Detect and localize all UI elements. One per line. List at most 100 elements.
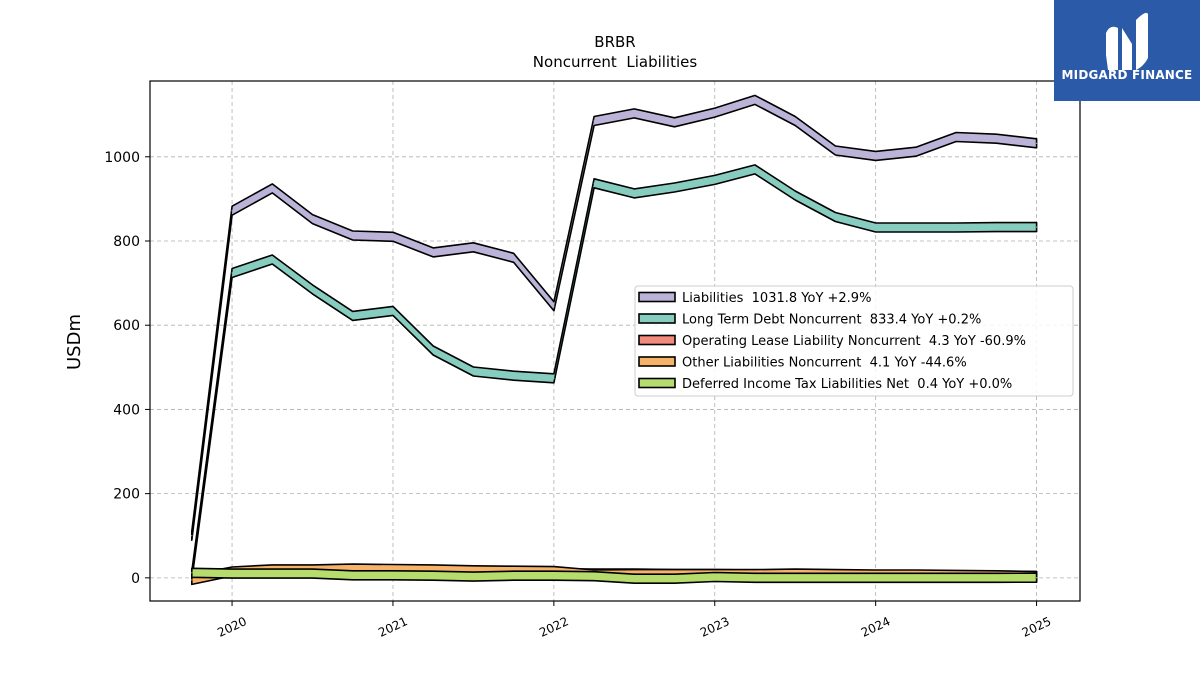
- data-point: [271, 573, 273, 575]
- series-band: [191, 164, 1038, 582]
- data-point: [432, 251, 434, 253]
- data-point: [191, 572, 193, 574]
- data-point: [432, 575, 434, 577]
- y-tick-label: 200: [113, 487, 140, 503]
- data-point: [995, 226, 997, 228]
- y-tick-label: 1000: [104, 150, 140, 166]
- data-point: [673, 578, 676, 580]
- x-tick-label: 2022: [537, 614, 571, 640]
- data-point: [834, 149, 837, 152]
- data-point: [794, 577, 796, 579]
- data-point: [1036, 226, 1038, 228]
- legend-label: Operating Lease Liability Noncurrent 4.3…: [682, 334, 1026, 349]
- data-point: [553, 377, 555, 379]
- legend-label: Other Liabilities Noncurrent 4.1 YoY -44…: [682, 356, 967, 371]
- x-tick-label: 2021: [376, 614, 410, 640]
- plot-frame: [149, 80, 1081, 602]
- data-point: [472, 576, 474, 578]
- legend-box: [634, 285, 1074, 397]
- data-point: [593, 575, 595, 577]
- data-point: [432, 568, 434, 571]
- data-point: [513, 575, 515, 577]
- data-point: [513, 257, 515, 259]
- data-point: [1036, 142, 1038, 144]
- data-point: [754, 168, 756, 170]
- legend-label: Long Term Debt Noncurrent 833.4 YoY +0.2…: [682, 313, 981, 328]
- data-point: [231, 573, 233, 575]
- logo-text: MIDGARD FINANCE: [1061, 68, 1193, 82]
- data-point: [311, 573, 314, 575]
- data-point: [754, 577, 756, 579]
- series-long-term-debt-noncurrent: [191, 164, 1038, 582]
- y-tick-label: 400: [113, 402, 140, 418]
- data-point: [875, 577, 877, 579]
- data-point: [553, 305, 555, 307]
- data-point: [593, 182, 595, 184]
- x-tick-label: 2025: [1020, 614, 1054, 640]
- data-point: [191, 535, 193, 537]
- data-point: [352, 315, 354, 317]
- chart-subtitle: Noncurrent Liabilities: [533, 53, 698, 71]
- data-point: [271, 258, 273, 261]
- data-point: [955, 226, 957, 229]
- data-point: [231, 210, 233, 212]
- series-band: [191, 567, 1038, 585]
- data-point: [352, 574, 354, 576]
- data-point: [633, 578, 635, 580]
- data-point: [673, 186, 676, 189]
- legend: Liabilities 1031.8 YoY +2.9% Long Term De…: [634, 285, 1074, 397]
- data-point: [794, 120, 796, 122]
- series-liabilities: [191, 94, 1038, 542]
- data-point: [915, 151, 917, 153]
- data-point: [633, 192, 635, 194]
- series-deferred-income-tax-liabilities-net: [191, 567, 1038, 585]
- data-point: [593, 120, 595, 122]
- x-tick-label: 2020: [215, 614, 249, 640]
- legend-swatch: [638, 291, 676, 303]
- data-point: [352, 568, 354, 570]
- data-point: [995, 577, 997, 579]
- legend-swatch: [638, 334, 676, 346]
- data-point: [392, 236, 394, 238]
- chart-title: BRBR: [594, 33, 635, 51]
- data-point: [995, 138, 997, 140]
- midgard-finance-logo: MIDGARD FINANCE: [1054, 0, 1200, 101]
- data-point: [311, 218, 314, 220]
- data-point: [754, 99, 756, 101]
- data-point: [875, 155, 877, 157]
- data-point: [1036, 577, 1038, 579]
- data-point: [834, 577, 837, 579]
- data-point: [392, 574, 394, 576]
- data-point: [875, 226, 877, 229]
- data-point: [714, 179, 716, 181]
- legend-label: Liabilities 1031.8 YoY +2.9%: [682, 291, 871, 306]
- y-axis-label: USDm: [64, 314, 85, 370]
- data-point: [633, 112, 635, 114]
- data-point: [432, 349, 434, 352]
- data-point: [392, 310, 394, 312]
- data-point: [714, 112, 716, 114]
- data-point: [955, 136, 957, 138]
- legend-label: Deferred Income Tax Liabilities Net 0.4 …: [682, 377, 1012, 392]
- y-tick-label: 600: [113, 318, 140, 334]
- data-point: [271, 187, 273, 189]
- data-point: [915, 577, 917, 579]
- y-tick-label: 0: [131, 571, 140, 587]
- data-point: [472, 370, 474, 373]
- data-point: [714, 576, 716, 578]
- x-tick-label: 2024: [859, 614, 893, 640]
- data-point: [352, 234, 354, 237]
- data-point: [191, 579, 193, 581]
- data-point: [311, 288, 314, 290]
- data-point: [673, 121, 676, 123]
- legend-swatch: [638, 377, 676, 389]
- data-point: [955, 577, 957, 579]
- data-point: [513, 375, 515, 377]
- legend-swatch: [638, 313, 676, 324]
- data-point: [231, 272, 233, 274]
- data-point: [915, 226, 917, 229]
- data-point: [392, 568, 394, 570]
- y-tick-label: 800: [113, 234, 140, 250]
- data-point: [553, 575, 555, 577]
